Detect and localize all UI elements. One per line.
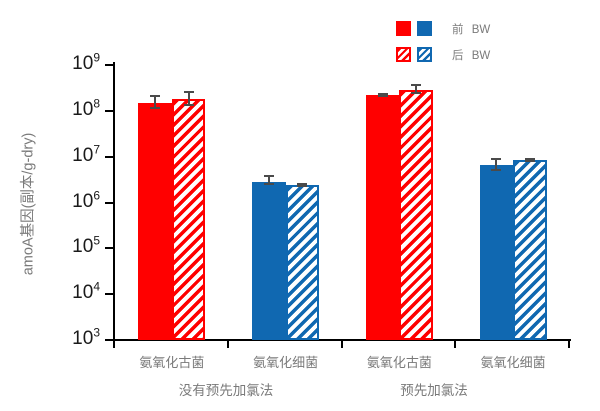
legend-entry: 前 BW [396, 21, 490, 36]
error-bar [377, 93, 388, 98]
error-bar-cap-top [297, 182, 308, 185]
error-bar-stem [154, 95, 157, 109]
legend: 前 BW 后 BW [396, 21, 490, 73]
y-tick [105, 293, 113, 296]
y-tick [105, 155, 113, 158]
error-bar [297, 182, 308, 188]
error-bar-cap-bottom [377, 95, 388, 98]
x-tick [340, 340, 343, 348]
y-tick-label: 104 [72, 279, 100, 304]
x-tick [113, 340, 115, 348]
error-bar [263, 175, 274, 186]
y-tick-label: 107 [72, 142, 100, 166]
legend-swatch-hatched-red [396, 47, 411, 62]
y-tick [105, 109, 113, 112]
error-bar-cap-bottom [150, 106, 161, 109]
y-tick [105, 247, 113, 250]
error-bar [183, 91, 194, 107]
error-bar-stem [301, 182, 304, 188]
bar-hatched-g2-氨氧化细菌 [513, 159, 547, 340]
y-tick [105, 339, 113, 341]
category-label: 氨氧化古菌 [139, 355, 205, 370]
y-tick-label: 109 [72, 50, 100, 74]
error-bar [150, 95, 161, 109]
error-bar [524, 158, 535, 162]
bar-solid-g1-氨氧化古菌 [138, 102, 172, 340]
error-bar-cap-top [411, 84, 422, 87]
y-tick [105, 64, 113, 66]
y-tick-label: 108 [72, 96, 100, 120]
bar-hatched-g1-氨氧化细菌 [285, 185, 320, 340]
error-bar-cap-top [524, 158, 535, 161]
category-label: 氨氧化古菌 [366, 355, 432, 370]
x-tick [226, 340, 229, 348]
y-tick [105, 201, 113, 204]
error-bar-cap-bottom [524, 159, 535, 162]
y-axis-line [113, 62, 115, 341]
error-bar-stem [495, 157, 498, 172]
error-bar-cap-bottom [297, 185, 308, 188]
y-tick-label: 106 [72, 188, 100, 212]
bar-solid-g1-氨氧化细菌 [252, 182, 286, 340]
y-tick-label: 105 [72, 234, 100, 258]
legend-entry: 后 BW [396, 47, 490, 62]
error-bar-cap-top [150, 95, 161, 98]
bar-solid-g2-氨氧化古菌 [365, 95, 400, 340]
x-tick [568, 340, 570, 348]
error-bar-cap-top [263, 175, 274, 178]
bar-solid-g2-氨氧化细菌 [479, 165, 514, 340]
error-bar-stem [415, 84, 418, 95]
legend-swatch-solid-blue [417, 21, 432, 36]
category-label: 氨氧化细菌 [480, 355, 546, 370]
x-tick [454, 340, 457, 348]
legend-swatch-solid-red [396, 21, 411, 36]
error-bar-cap-top [491, 157, 502, 160]
legend-swatch-hatched-blue [417, 47, 432, 62]
bar-hatched-g1-氨氧化古菌 [171, 99, 206, 340]
y-tick-label: 103 [72, 325, 100, 349]
error-bar-cap-bottom [411, 92, 422, 95]
error-bar-cap-bottom [263, 183, 274, 186]
error-bar-cap-top [183, 91, 194, 94]
error-bar-cap-bottom [491, 169, 502, 172]
error-bar [491, 157, 502, 172]
error-bar-cap-top [377, 93, 388, 96]
legend-label: 后 BW [452, 49, 491, 62]
y-axis-title: amoA基因(副本/g-dry) [20, 132, 37, 276]
category-label: 氨氧化细菌 [253, 355, 319, 370]
error-bar [411, 84, 422, 95]
bar-hatched-g2-氨氧化古菌 [399, 89, 433, 340]
group-label: 预先加氯法 [400, 383, 468, 398]
error-bar-stem [187, 91, 190, 107]
group-label: 没有预先加氯法 [178, 383, 274, 398]
error-bar-cap-bottom [183, 104, 194, 107]
error-bar-stem [267, 175, 270, 186]
legend-label: 前 BW [452, 23, 491, 36]
